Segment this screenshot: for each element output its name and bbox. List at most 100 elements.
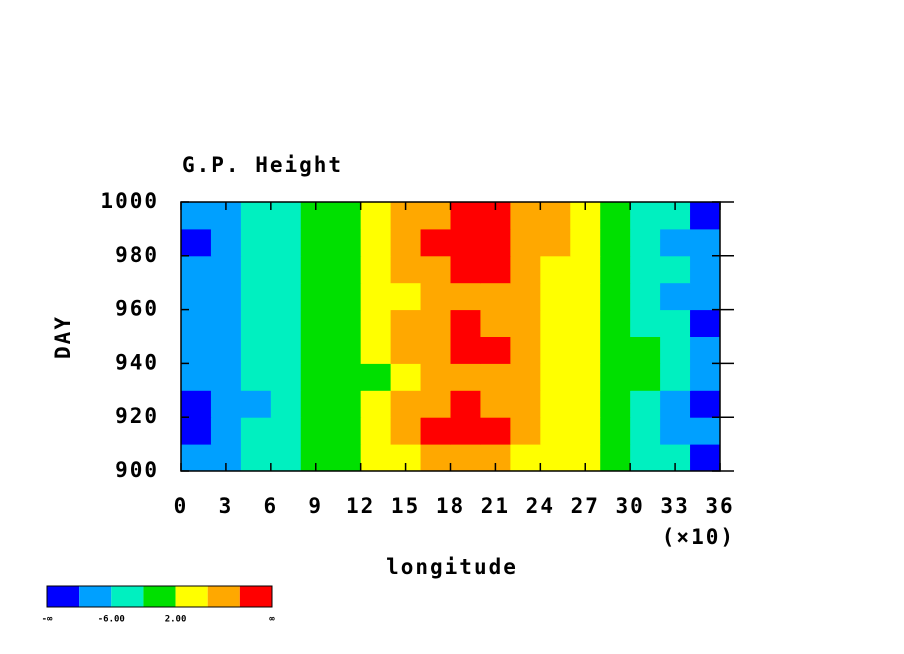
cell — [240, 228, 272, 257]
cell — [181, 282, 212, 311]
cell — [510, 228, 541, 257]
cell — [360, 417, 392, 445]
cell — [600, 363, 631, 391]
cell — [270, 417, 302, 445]
cell — [390, 417, 422, 445]
cell — [690, 228, 721, 257]
cell — [480, 228, 511, 257]
cell — [210, 417, 242, 445]
cell — [450, 336, 481, 364]
cell — [510, 202, 541, 230]
cell — [240, 202, 272, 230]
cell — [510, 444, 541, 472]
cell — [270, 255, 302, 284]
cell — [480, 282, 511, 311]
cell — [420, 309, 451, 337]
cell — [570, 363, 601, 391]
cell — [181, 363, 212, 391]
cell — [330, 363, 362, 391]
cell — [330, 309, 362, 337]
cell — [450, 228, 481, 257]
cell — [360, 309, 392, 337]
cell — [181, 417, 212, 445]
cell — [570, 255, 601, 284]
cell — [660, 282, 691, 311]
x-tick-label: 9 — [308, 494, 323, 518]
cell — [600, 202, 631, 230]
cell — [600, 417, 631, 445]
cell — [570, 336, 601, 364]
cell — [360, 202, 392, 230]
y-tick-label: 980 — [115, 243, 159, 267]
cell — [270, 309, 302, 337]
y-tick-label: 900 — [115, 458, 159, 482]
cell — [480, 363, 511, 391]
cell — [690, 444, 721, 472]
colorbar-label: -6.00 — [98, 615, 125, 625]
x-tick-label: 21 — [481, 494, 510, 518]
colorbar-swatch — [239, 586, 272, 607]
cell — [240, 363, 272, 391]
cell — [600, 228, 631, 257]
cell — [181, 228, 212, 257]
cell — [390, 363, 422, 391]
cell — [480, 255, 511, 284]
cell — [450, 255, 481, 284]
cell — [390, 255, 422, 284]
colorbar-swatch — [47, 586, 80, 607]
cell — [510, 282, 541, 311]
cell — [480, 309, 511, 337]
cell — [330, 202, 362, 230]
cell — [270, 202, 302, 230]
cell — [300, 228, 332, 257]
cell — [570, 282, 601, 311]
cell — [300, 255, 332, 284]
cell — [300, 390, 332, 418]
x-tick-label: 0 — [174, 494, 189, 518]
cell — [210, 336, 242, 364]
cell — [690, 336, 721, 364]
cell — [210, 309, 242, 337]
cell — [540, 255, 571, 284]
colorbar-frame — [46, 585, 273, 608]
cell — [540, 390, 571, 418]
cell — [390, 309, 422, 337]
cell — [390, 228, 422, 257]
y-axis-label: DAY — [51, 315, 75, 359]
cell — [330, 228, 362, 257]
cell — [330, 336, 362, 364]
cell — [330, 390, 362, 418]
colorbar-swatch — [175, 586, 208, 607]
cell — [630, 417, 661, 445]
colorbar-swatch — [143, 586, 176, 607]
cell — [450, 390, 481, 418]
cell — [630, 336, 661, 364]
cell — [690, 255, 721, 284]
cell — [540, 202, 571, 230]
cell — [240, 255, 272, 284]
cell — [450, 417, 481, 445]
cell — [510, 363, 541, 391]
cell — [600, 444, 631, 472]
colorbar-label: -∞ — [42, 615, 53, 625]
cell — [540, 282, 571, 311]
cell — [420, 202, 451, 230]
cell — [330, 444, 362, 472]
cell — [660, 417, 691, 445]
cell — [240, 417, 272, 445]
cell — [450, 363, 481, 391]
cell — [660, 228, 691, 257]
cell — [240, 282, 272, 311]
cell — [600, 336, 631, 364]
cell — [210, 255, 242, 284]
cell — [270, 228, 302, 257]
cell — [690, 363, 721, 391]
cell — [630, 390, 661, 418]
x-tick-label: 24 — [526, 494, 555, 518]
cell — [181, 444, 212, 472]
cell — [360, 255, 392, 284]
cell — [330, 417, 362, 445]
x-tick-label: 33 — [660, 494, 689, 518]
cell — [540, 363, 571, 391]
